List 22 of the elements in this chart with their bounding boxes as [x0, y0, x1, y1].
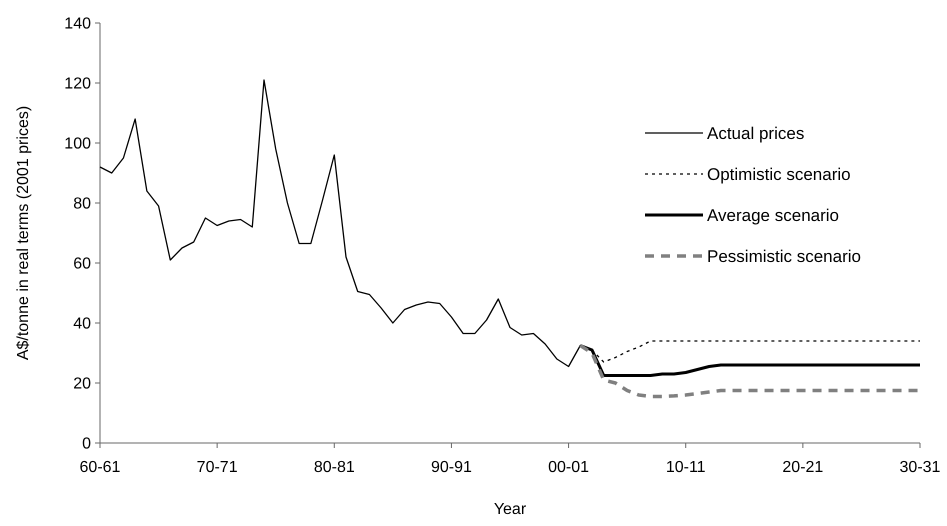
y-tick-label: 0 [82, 436, 92, 453]
x-tick-label: 70-71 [196, 459, 238, 476]
legend-label: Actual prices [707, 124, 804, 143]
legend-label: Pessimistic scenario [707, 246, 861, 266]
y-tick-label: 120 [64, 76, 92, 93]
x-tick-label: 60-61 [80, 459, 121, 476]
x-tick-label: 20-21 [782, 459, 824, 476]
y-tick-label: 80 [73, 196, 92, 213]
y-tick-label: 40 [73, 316, 92, 333]
y-tick-label: 20 [73, 376, 92, 393]
x-axis-title: Year [494, 501, 527, 518]
y-tick-label: 140 [64, 16, 92, 33]
y-axis-title: A$/tonne in real terms (2001 prices) [15, 106, 32, 360]
legend-label: Average scenario [707, 206, 839, 225]
x-tick-label: 00-01 [548, 459, 590, 476]
y-tick-label: 100 [64, 136, 92, 153]
y-tick-label: 60 [73, 256, 92, 273]
x-tick-label: 10-11 [666, 459, 706, 476]
legend-label: Optimistic scenario [707, 164, 851, 184]
x-tick-label: 30-31 [900, 459, 941, 476]
x-tick-label: 80-81 [314, 459, 355, 476]
x-tick-label: 90-91 [430, 459, 472, 476]
